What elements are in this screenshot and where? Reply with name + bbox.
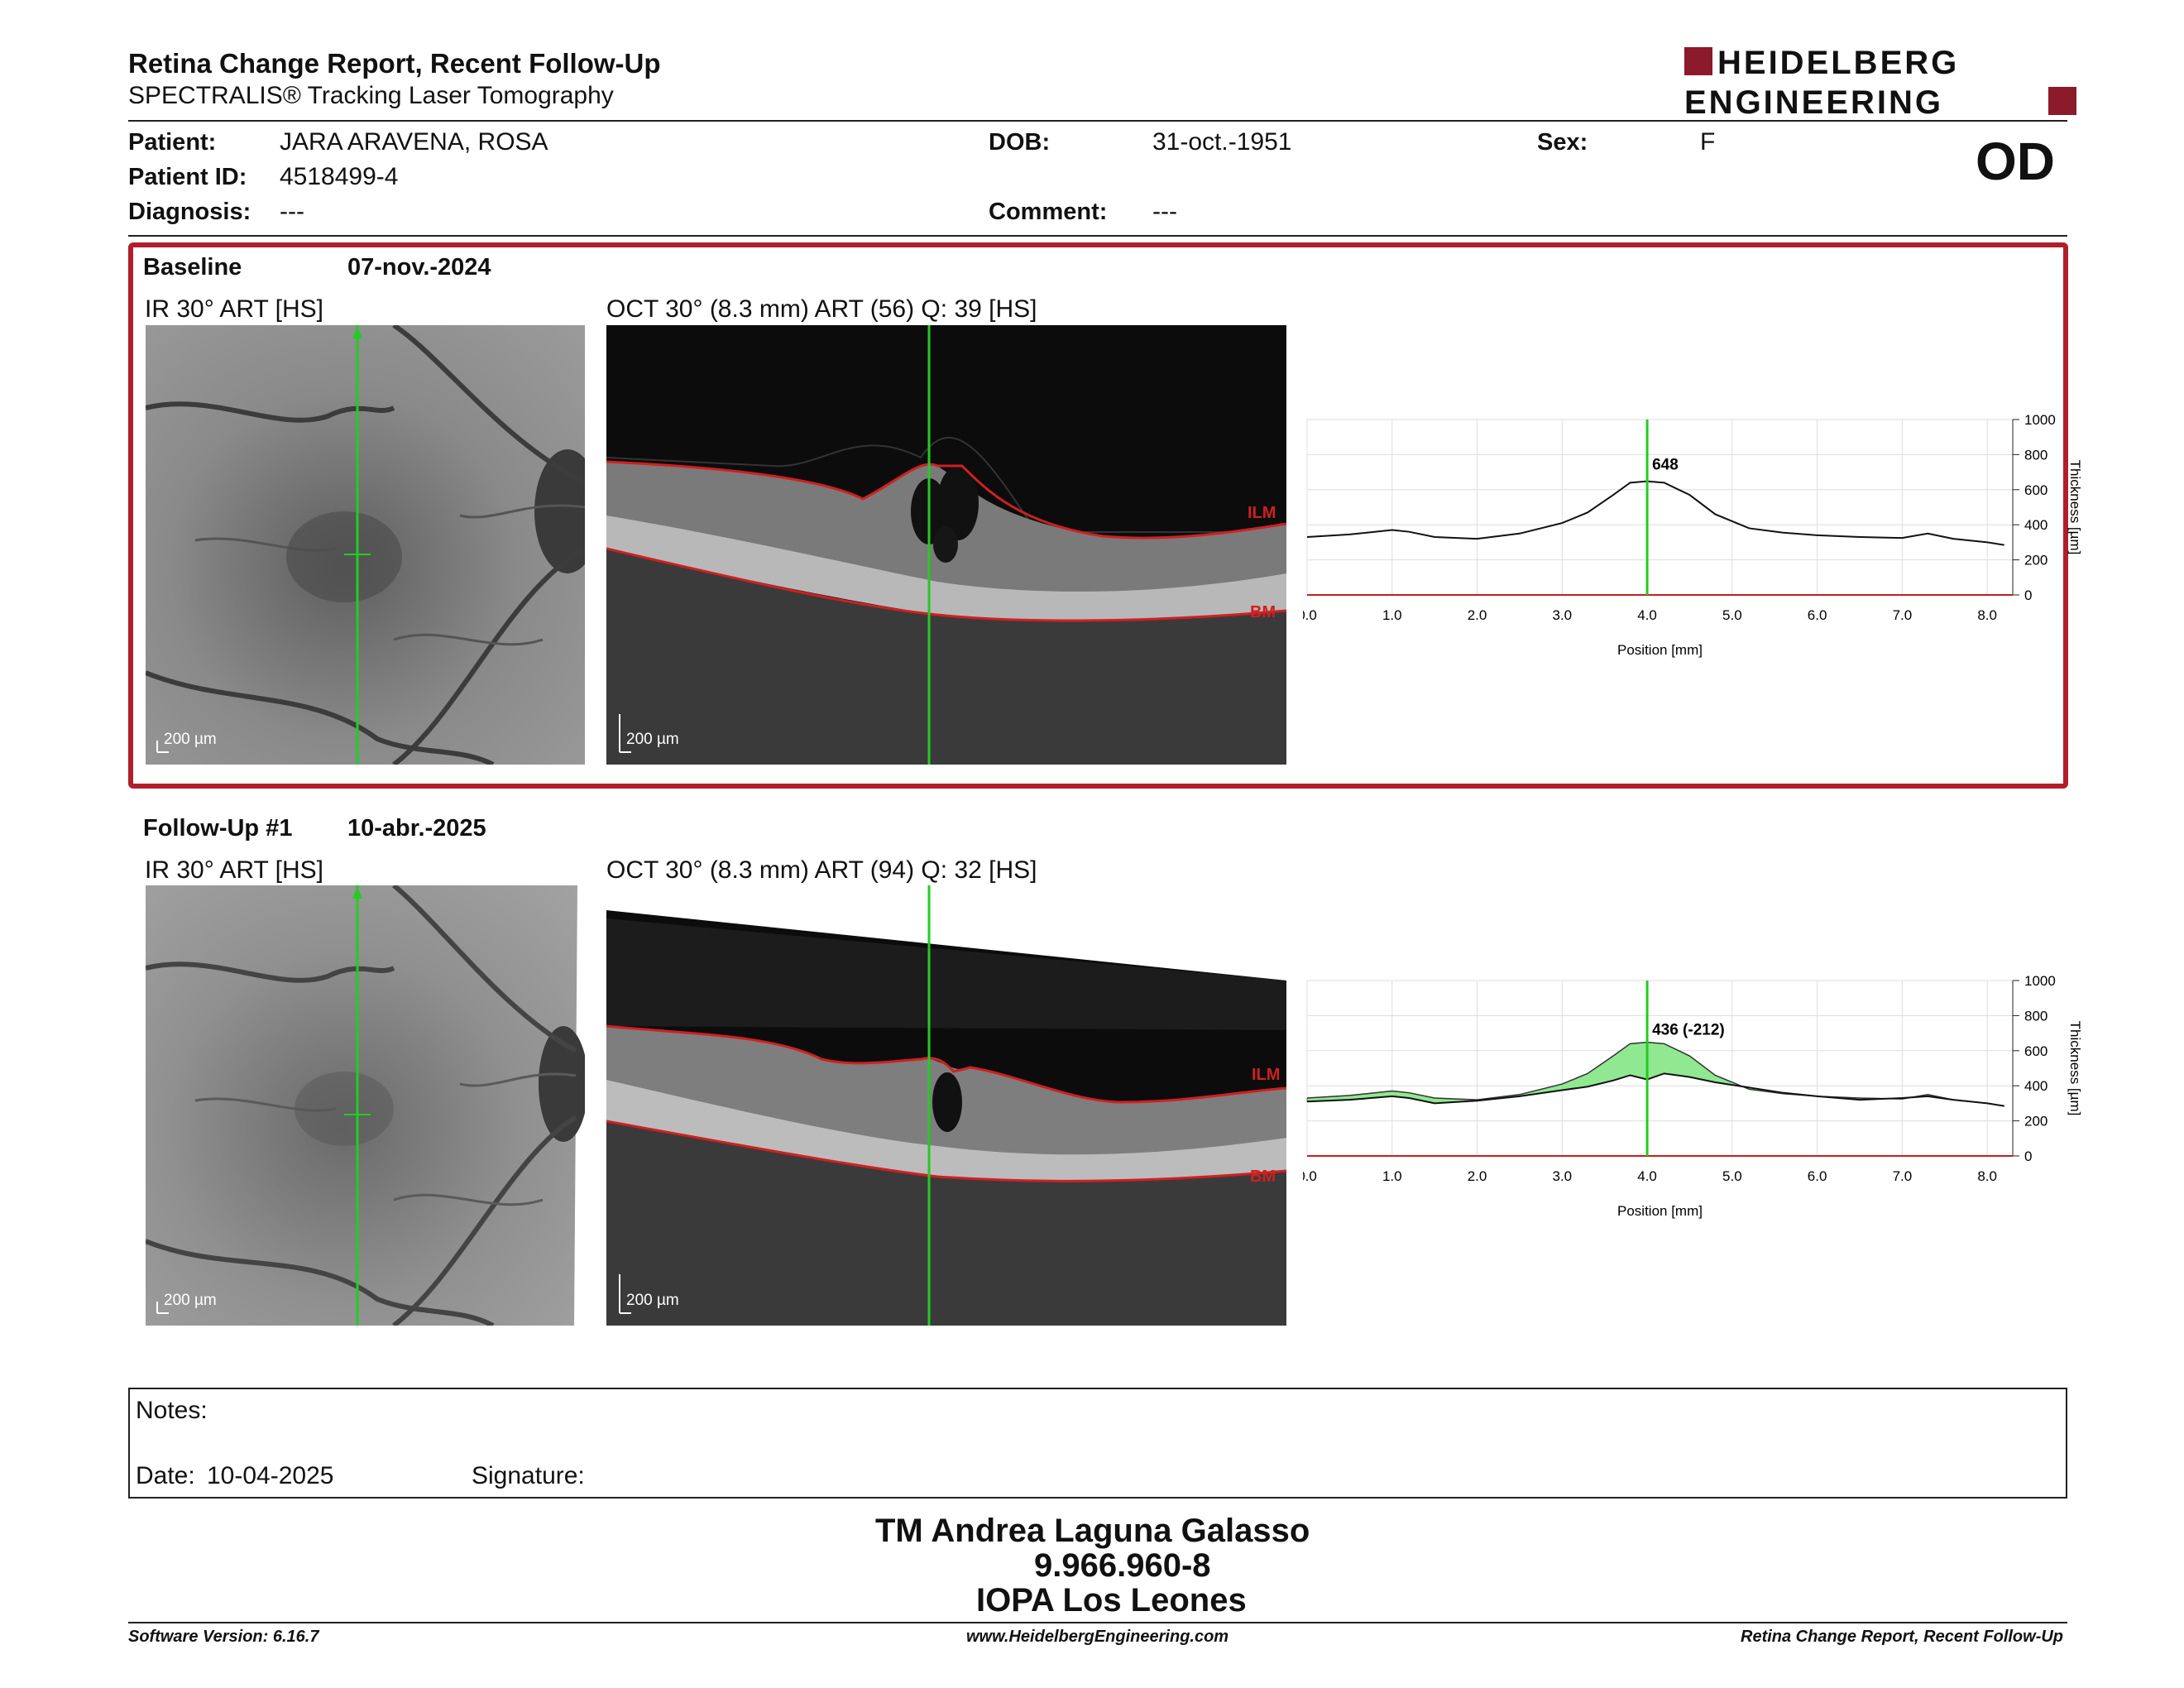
followup-thickness-chart: 0.0 1.0 2.0 3.0 4.0 5.0 6.0 7.0 8.0 0 200 400 600 800… bbox=[1303, 971, 2081, 1235]
x-tick-label: 7.0 bbox=[1893, 607, 1913, 623]
followup-oct-scan: ILM BM 200 µm bbox=[606, 885, 1286, 1326]
followup-date: 10-abr.-2025 bbox=[347, 815, 486, 842]
plot-area bbox=[1306, 419, 2014, 596]
x-tick-label: 2.0 bbox=[1468, 607, 1487, 623]
patient-id-label: Patient ID: bbox=[128, 164, 247, 190]
report-title: Retina Change Report, Recent Follow-Up bbox=[128, 48, 661, 79]
baseline-box bbox=[128, 242, 2068, 789]
x-tick-label: 8.0 bbox=[1977, 607, 1997, 623]
y-tick-label: 400 bbox=[2024, 1078, 2048, 1094]
baseline-oct-caption: OCT 30° (8.3 mm) ART (56) Q: 39 [HS] bbox=[606, 295, 1037, 323]
x-axis-label: Position [mm] bbox=[1617, 1203, 1703, 1219]
svg-text:200 µm: 200 µm bbox=[626, 731, 679, 748]
thickness-series-line bbox=[1306, 1072, 2004, 1107]
sex: F bbox=[1700, 128, 1716, 156]
svg-text:HEIDELBERG: HEIDELBERG bbox=[1717, 45, 1959, 81]
baseline-ir-image: 200 µm bbox=[146, 325, 585, 765]
info-rule bbox=[128, 235, 2067, 237]
x-tick-label: 3.0 bbox=[1552, 1168, 1572, 1184]
y-tick-label: 600 bbox=[2024, 1043, 2048, 1059]
comment: --- bbox=[1152, 198, 1177, 225]
x-tick-label: 4.0 bbox=[1637, 1168, 1657, 1184]
y-axis-label: Thickness [µm] bbox=[2067, 460, 2081, 555]
eye-label: OD bbox=[1976, 132, 2055, 191]
svg-text:200 µm: 200 µm bbox=[164, 731, 217, 748]
marker-value-label: 436 (-212) bbox=[1652, 1022, 1725, 1039]
footer-website: www.HeidelbergEngineering.com bbox=[966, 1628, 1229, 1646]
x-tick-label: 7.0 bbox=[1893, 1168, 1913, 1184]
x-tick-label: 2.0 bbox=[1468, 1168, 1487, 1184]
diagnosis: --- bbox=[280, 198, 304, 225]
patient-name: JARA ARAVENA, ROSA bbox=[280, 128, 548, 156]
followup-ir-caption: IR 30° ART [HS] bbox=[145, 856, 323, 884]
y-tick-label: 0 bbox=[2024, 587, 2032, 603]
signature-label: Signature: bbox=[472, 1462, 585, 1489]
x-tick-label: 1.0 bbox=[1382, 1168, 1402, 1184]
notes-date: 10-04-2025 bbox=[207, 1462, 334, 1489]
notes-box bbox=[128, 1388, 2067, 1499]
diagnosis-label: Diagnosis: bbox=[128, 199, 251, 225]
y-tick-label: 200 bbox=[2024, 553, 2048, 568]
y-tick-label: 800 bbox=[2024, 447, 2048, 463]
baseline-thickness-chart: 0.0 1.0 2.0 3.0 4.0 5.0 6.0 7.0 8.0 0 200 400 600 800… bbox=[1303, 410, 2081, 674]
footer-rule bbox=[128, 1622, 2067, 1623]
x-tick-label: 6.0 bbox=[1808, 607, 1827, 623]
x-tick-label: 0.0 bbox=[1303, 607, 1317, 623]
baseline-label: Baseline bbox=[143, 254, 242, 281]
x-tick-label: 3.0 bbox=[1552, 607, 1572, 623]
dob: 31-oct.-1951 bbox=[1152, 128, 1292, 156]
followup-oct-caption: OCT 30° (8.3 mm) ART (94) Q: 32 [HS] bbox=[606, 856, 1037, 884]
y-tick-label: 400 bbox=[2024, 517, 2048, 533]
x-tick-label: 0.0 bbox=[1303, 1168, 1317, 1184]
x-tick-label: 6.0 bbox=[1808, 1168, 1827, 1184]
baseline-oct-scan: ILM BM 200 µm bbox=[606, 325, 1286, 765]
svg-text:ILM: ILM bbox=[1248, 504, 1276, 522]
x-tick-label: 1.0 bbox=[1382, 607, 1402, 623]
sex-label: Sex: bbox=[1537, 129, 1588, 156]
svg-text:ILM: ILM bbox=[1252, 1066, 1280, 1084]
heidelberg-logo: HEIDELBERG ENGINEERING bbox=[1684, 45, 2076, 117]
svg-text:200 µm: 200 µm bbox=[164, 1292, 217, 1309]
y-axis-label: Thickness [µm] bbox=[2067, 1021, 2081, 1116]
footer-software-version: Software Version: 6.16.7 bbox=[128, 1628, 319, 1646]
baseline-date: 07-nov.-2024 bbox=[347, 254, 491, 281]
followup-label: Follow-Up #1 bbox=[143, 815, 293, 842]
svg-text:ENGINEERING: ENGINEERING bbox=[1684, 84, 1943, 117]
signature-id: 9.966.960-8 bbox=[1034, 1547, 1211, 1584]
footer-report-name: Retina Change Report, Recent Follow-Up bbox=[1741, 1628, 2064, 1646]
svg-text:BM: BM bbox=[1250, 1168, 1276, 1186]
y-tick-label: 0 bbox=[2024, 1149, 2032, 1164]
svg-text:200 µm: 200 µm bbox=[626, 1292, 679, 1309]
patient-label: Patient: bbox=[128, 129, 217, 156]
x-tick-label: 8.0 bbox=[1977, 1168, 1997, 1184]
thickness-series-line bbox=[1306, 480, 2004, 546]
baseline-ir-caption: IR 30° ART [HS] bbox=[145, 295, 323, 323]
x-tick-label: 4.0 bbox=[1637, 607, 1657, 623]
y-tick-label: 1000 bbox=[2024, 973, 2056, 989]
y-tick-label: 800 bbox=[2024, 1008, 2048, 1024]
signature-name: TM Andrea Laguna Galasso bbox=[875, 1513, 1310, 1549]
y-tick-label: 1000 bbox=[2024, 412, 2056, 428]
y-tick-label: 200 bbox=[2024, 1114, 2048, 1129]
report-subtitle: SPECTRALIS® Tracking Laser Tomography bbox=[128, 82, 614, 109]
dob-label: DOB: bbox=[989, 129, 1051, 156]
header-rule bbox=[128, 120, 2067, 122]
notes-date-label: Date: bbox=[136, 1462, 195, 1489]
y-tick-label: 600 bbox=[2024, 482, 2048, 498]
x-axis-label: Position [mm] bbox=[1617, 642, 1703, 658]
followup-ir-image: 200 µm bbox=[146, 885, 585, 1326]
signature-place: IOPA Los Leones bbox=[976, 1582, 1247, 1618]
thickness-chart-svg: 0.0 1.0 2.0 3.0 4.0 5.0 6.0 7.0 8.0 0 200 400 600 800… bbox=[1303, 973, 2081, 1219]
svg-text:BM: BM bbox=[1250, 603, 1276, 621]
thickness-chart-svg: 0.0 1.0 2.0 3.0 4.0 5.0 6.0 7.0 8.0 0 200 400 600 800… bbox=[1303, 412, 2081, 658]
patient-id: 4518499-4 bbox=[280, 163, 399, 190]
x-tick-label: 5.0 bbox=[1722, 607, 1742, 623]
marker-value-label: 648 bbox=[1652, 457, 1679, 474]
notes-label: Notes: bbox=[136, 1397, 208, 1424]
comment-label: Comment: bbox=[989, 199, 1108, 225]
x-tick-label: 5.0 bbox=[1722, 1168, 1742, 1184]
